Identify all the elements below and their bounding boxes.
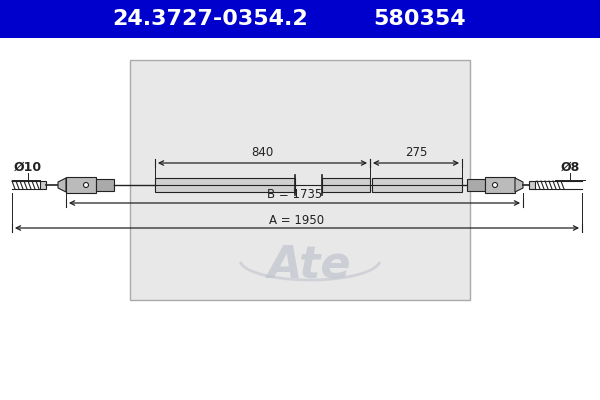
Bar [96,179,114,191]
Bar [155,178,295,192]
Bar [372,178,462,192]
Bar [130,60,470,300]
Text: Ø10: Ø10 [14,160,42,174]
Bar [0,0,600,38]
Text: Ø8: Ø8 [560,160,580,174]
Bar [467,179,485,191]
Bar [529,181,535,189]
Text: 275: 275 [405,146,427,160]
Text: Ate: Ate [268,244,352,286]
Polygon shape [515,178,523,192]
Circle shape [83,182,89,188]
Bar [322,178,370,192]
Circle shape [493,182,497,188]
Bar [66,177,96,193]
Text: 840: 840 [251,146,274,160]
Text: 24.3727-0354.2: 24.3727-0354.2 [112,9,308,29]
Text: B = 1735: B = 1735 [267,188,322,202]
Text: 580354: 580354 [374,9,466,29]
Polygon shape [58,178,66,192]
Bar [485,177,515,193]
Text: A = 1950: A = 1950 [269,214,325,226]
Bar [40,181,46,189]
